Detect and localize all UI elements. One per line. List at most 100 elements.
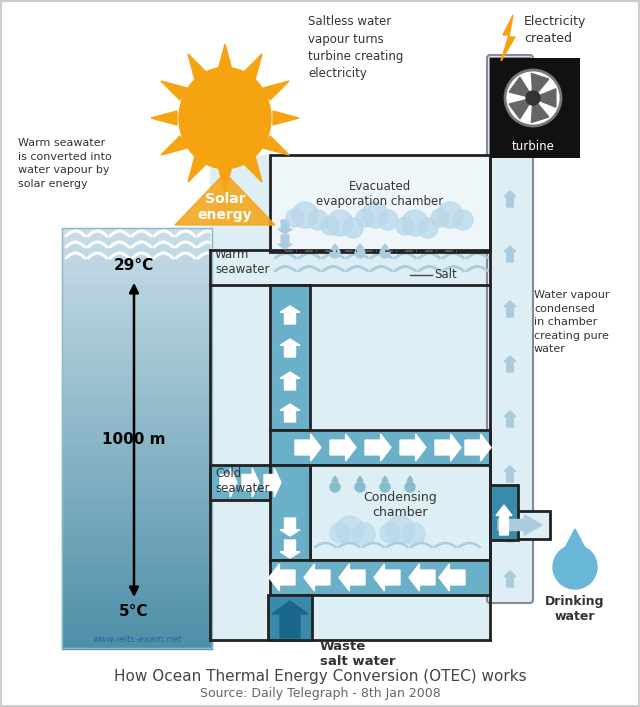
Circle shape: [308, 210, 328, 230]
Polygon shape: [280, 372, 300, 390]
Polygon shape: [504, 246, 516, 262]
Polygon shape: [151, 111, 177, 125]
Polygon shape: [278, 235, 292, 249]
Bar: [62, 402, 212, 411]
Bar: [62, 269, 212, 278]
Circle shape: [396, 217, 414, 235]
Text: 29°C: 29°C: [114, 259, 154, 274]
Circle shape: [431, 209, 449, 227]
Bar: [490, 511, 550, 539]
Bar: [62, 431, 212, 439]
Polygon shape: [332, 244, 338, 248]
Polygon shape: [280, 306, 300, 324]
Bar: [270, 430, 490, 465]
Polygon shape: [501, 15, 515, 61]
Polygon shape: [357, 244, 363, 248]
Circle shape: [405, 482, 415, 492]
Circle shape: [330, 482, 340, 492]
Circle shape: [380, 248, 390, 258]
Bar: [62, 585, 212, 593]
Bar: [62, 255, 212, 264]
Circle shape: [292, 202, 318, 228]
Bar: [490, 58, 580, 158]
Polygon shape: [504, 356, 516, 372]
Polygon shape: [400, 434, 426, 461]
Bar: [270, 285, 310, 430]
Bar: [62, 228, 212, 648]
Bar: [62, 571, 212, 579]
Circle shape: [355, 482, 365, 492]
Polygon shape: [407, 476, 413, 481]
Circle shape: [343, 218, 363, 238]
Polygon shape: [263, 136, 289, 155]
Polygon shape: [161, 81, 187, 100]
Text: Source: Daily Telegraph - 8th Jan 2008: Source: Daily Telegraph - 8th Jan 2008: [200, 687, 440, 701]
Bar: [62, 291, 212, 299]
Bar: [62, 599, 212, 607]
Polygon shape: [280, 339, 300, 357]
Bar: [62, 549, 212, 558]
Circle shape: [526, 91, 540, 105]
Circle shape: [378, 210, 398, 230]
Bar: [62, 542, 212, 551]
Polygon shape: [161, 136, 187, 155]
Polygon shape: [533, 89, 556, 107]
Polygon shape: [565, 529, 585, 548]
Text: Electricity
created: Electricity created: [524, 15, 586, 45]
Bar: [62, 508, 212, 516]
Circle shape: [505, 70, 561, 126]
Bar: [62, 452, 212, 460]
Polygon shape: [504, 136, 516, 152]
Circle shape: [330, 523, 350, 543]
Bar: [490, 142, 530, 156]
Circle shape: [330, 248, 340, 258]
Bar: [62, 242, 212, 250]
Polygon shape: [509, 98, 533, 119]
Circle shape: [453, 210, 473, 230]
Polygon shape: [304, 564, 330, 591]
Polygon shape: [243, 54, 262, 80]
Bar: [62, 409, 212, 418]
Polygon shape: [295, 434, 321, 461]
Polygon shape: [278, 220, 292, 234]
Bar: [62, 578, 212, 586]
Bar: [62, 395, 212, 404]
Bar: [62, 339, 212, 348]
Circle shape: [386, 516, 414, 544]
Text: Waste
salt water: Waste salt water: [320, 640, 396, 668]
Circle shape: [380, 482, 390, 492]
Circle shape: [353, 523, 375, 545]
Bar: [270, 560, 490, 595]
Polygon shape: [263, 81, 289, 100]
Polygon shape: [531, 74, 548, 98]
Polygon shape: [280, 518, 300, 536]
Text: 5°C: 5°C: [119, 604, 148, 619]
Text: Solar
energy: Solar energy: [198, 192, 252, 222]
Bar: [62, 605, 212, 614]
Polygon shape: [357, 476, 363, 481]
Bar: [62, 633, 212, 642]
Bar: [62, 493, 212, 502]
Text: Salt: Salt: [434, 269, 457, 281]
Bar: [62, 515, 212, 523]
Circle shape: [362, 202, 388, 228]
Bar: [62, 368, 212, 376]
Bar: [62, 416, 212, 425]
Bar: [62, 529, 212, 537]
Bar: [210, 155, 490, 640]
Text: Condensing
chamber: Condensing chamber: [363, 491, 437, 519]
Bar: [62, 305, 212, 313]
Bar: [62, 612, 212, 621]
Bar: [62, 563, 212, 572]
Bar: [62, 522, 212, 530]
Bar: [62, 641, 212, 649]
Polygon shape: [339, 564, 365, 591]
Polygon shape: [409, 564, 435, 591]
Polygon shape: [218, 166, 232, 192]
Bar: [62, 501, 212, 509]
Polygon shape: [382, 476, 388, 481]
Polygon shape: [332, 476, 338, 481]
Text: Warm
seawater: Warm seawater: [215, 248, 269, 276]
Polygon shape: [439, 564, 465, 591]
Text: How Ocean Thermal Energy Conversion (OTEC) works: How Ocean Thermal Energy Conversion (OTE…: [114, 669, 526, 684]
